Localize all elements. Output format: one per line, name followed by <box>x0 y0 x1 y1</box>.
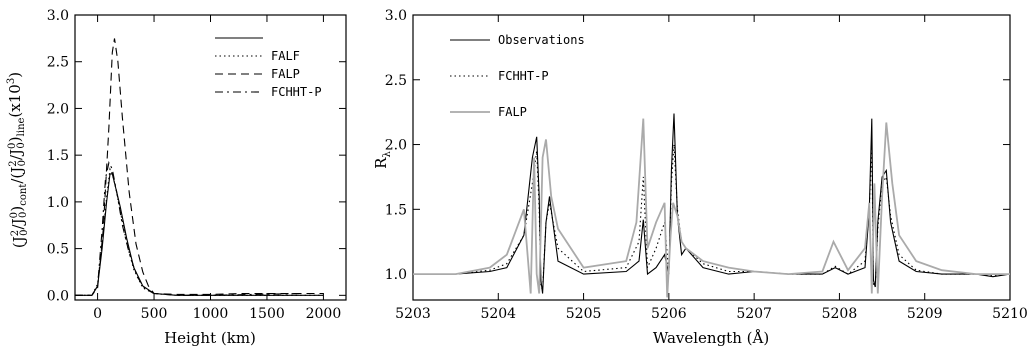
series-line-falp <box>75 38 324 296</box>
left-y-axis-label: (J20/J00)cont/(J20/J00)line(x103) <box>6 72 30 248</box>
y-tick-label: 3.0 <box>385 8 407 24</box>
x-tick-label: 5203 <box>395 306 431 322</box>
left-tick-labels: 0 500 1000 1500 2000 0.0 0.5 1.0 1.5 2.0 2.5 3.0 <box>47 8 342 322</box>
left-y-label-part: 0 <box>16 142 27 148</box>
left-y-label-part: ) <box>8 206 26 212</box>
right-tick-labels: 5203 5204 5205 5206 5207 5208 5209 5210 1.0 1.5 2.… <box>385 8 1028 322</box>
y-tick-label: 1.0 <box>47 195 69 211</box>
y-tick-label: 1.0 <box>385 267 407 283</box>
series-line-observations <box>413 113 1011 294</box>
y-tick-label: 2.0 <box>385 138 407 154</box>
left-y-label-part: (J <box>10 236 28 248</box>
left-x-axis-label: Height (km) <box>164 329 256 347</box>
right-legend: Observations FCHHT-P FALP <box>450 33 585 119</box>
y-tick-label: 0.5 <box>47 242 69 258</box>
left-y-label-part: /J <box>9 218 27 229</box>
y-tick-label: 3.0 <box>47 8 69 24</box>
left-plot-frame <box>74 14 347 301</box>
x-tick-label: 5208 <box>822 306 858 322</box>
x-tick-label: 5207 <box>736 306 772 322</box>
x-tick-label: 0 <box>93 306 102 322</box>
x-tick-label: 1500 <box>249 306 285 322</box>
y-tick-label: 1.5 <box>385 202 407 218</box>
left-legend: FALF FALP FCHHT-P <box>215 37 322 99</box>
legend-label: FALF <box>271 49 300 63</box>
x-tick-label: 2000 <box>306 306 342 322</box>
x-tick-label: 5204 <box>480 306 516 322</box>
series-line-fchht-p <box>413 144 1011 292</box>
series-line-falp <box>413 118 1010 298</box>
left-y-label-part: 0 <box>17 160 28 166</box>
legend-label: FCHHT-P <box>271 85 322 99</box>
left-y-label-part: 0 <box>7 143 18 149</box>
left-y-label-part: 2 <box>10 230 21 236</box>
left-series-group <box>75 38 324 296</box>
left-y-label-part: /(J <box>8 167 26 184</box>
x-tick-label: 1000 <box>193 306 229 322</box>
right-y-axis-label-sub: λ <box>382 151 393 158</box>
series-line-unnamed <box>75 173 324 296</box>
left-y-label-part: 2 <box>8 160 19 166</box>
series-line-falf <box>75 167 324 296</box>
right-x-axis-label: Wavelength (Å) <box>653 329 769 347</box>
right-plot-frame <box>412 14 1011 301</box>
y-tick-label: 1.5 <box>47 148 69 164</box>
y-tick-label: 2.5 <box>385 73 407 89</box>
left-y-label-part: ) <box>6 72 24 78</box>
left-y-label-part: ) <box>6 136 24 142</box>
left-y-label-part: cont <box>18 184 29 206</box>
left-y-label-part: 3 <box>6 78 17 84</box>
left-y-label-part: /J <box>7 149 25 160</box>
right-chart: 5203 5204 5205 5206 5207 5208 5209 5210 1.0 1.5 2.… <box>372 8 1028 347</box>
left-y-label-part: 0 <box>19 229 30 235</box>
left-y-label-part: (x10 <box>6 84 24 117</box>
legend-label: FCHHT-P <box>498 69 549 83</box>
x-tick-label: 5209 <box>907 306 943 322</box>
x-tick-label: 5210 <box>992 306 1028 322</box>
x-tick-label: 5206 <box>651 306 687 322</box>
series-line-fchht-p <box>75 160 301 296</box>
left-y-label-part: 0 <box>18 212 29 218</box>
legend-label: FALP <box>498 105 527 119</box>
legend-label: Observations <box>498 33 585 47</box>
x-tick-label: 500 <box>141 306 168 322</box>
right-y-axis-label-main: R <box>372 157 390 169</box>
y-tick-label: 2.0 <box>47 101 69 117</box>
right-series-group <box>413 113 1011 298</box>
x-tick-label: 5205 <box>566 306 602 322</box>
y-tick-label: 0.0 <box>47 288 69 304</box>
y-tick-label: 2.5 <box>47 55 69 71</box>
legend-label: FALP <box>271 67 300 81</box>
right-y-axis-label: Rλ <box>372 151 393 169</box>
left-ticks <box>75 14 346 300</box>
left-y-label-part: 0 <box>9 212 20 218</box>
left-y-label-part: line <box>16 117 27 136</box>
